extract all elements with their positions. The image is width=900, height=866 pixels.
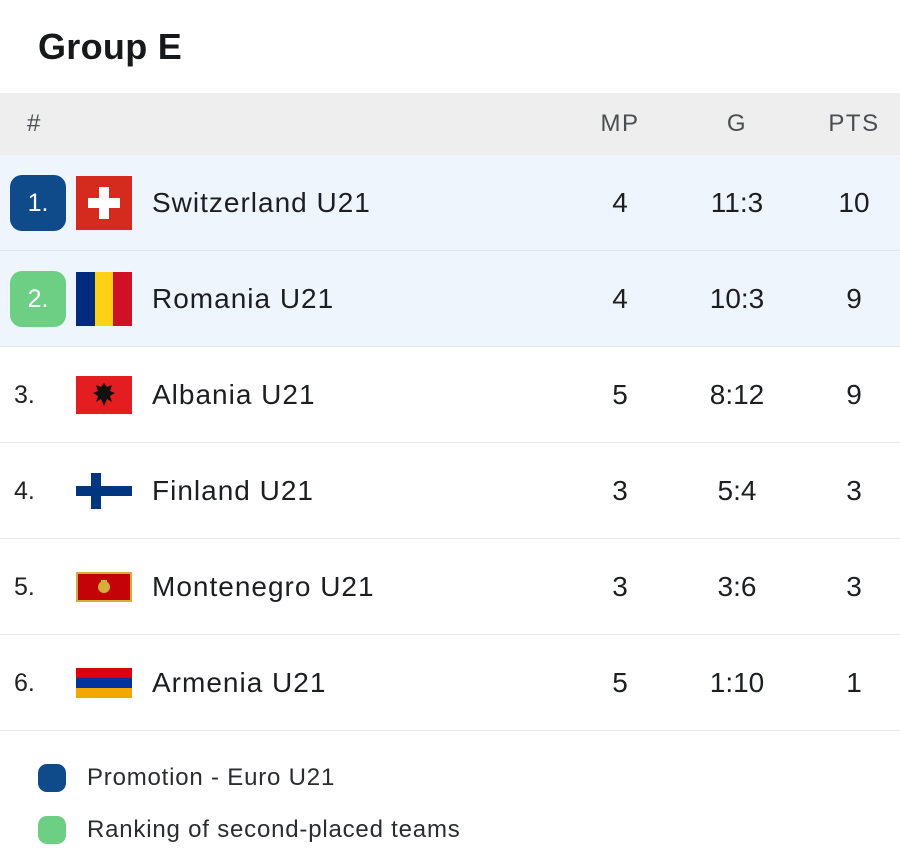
- goals: 3:6: [717, 571, 757, 602]
- team-name[interactable]: Albania U21: [152, 379, 316, 410]
- header-matches-played[interactable]: MP: [600, 110, 640, 137]
- matches-played: 4: [612, 283, 628, 314]
- rank-number: 3.: [14, 381, 35, 409]
- legend-label: Promotion - Euro U21: [87, 764, 336, 791]
- matches-played: 3: [612, 475, 628, 506]
- rank-number: 4.: [14, 477, 35, 505]
- table-row[interactable]: 2. Romania U21 4 10:3 9: [0, 251, 900, 347]
- points: 9: [846, 283, 862, 314]
- table-row[interactable]: 6. Armenia U21 5 1:10 1: [0, 635, 900, 731]
- table-row[interactable]: 1. Switzerland U21 4 11:3 10: [0, 155, 900, 251]
- header-rank: #: [27, 110, 41, 137]
- table-row[interactable]: 4. Finland U21 3 5:4 3: [0, 443, 900, 539]
- header-goals[interactable]: G: [726, 110, 748, 137]
- goals: 1:10: [709, 667, 765, 698]
- team-name[interactable]: Romania U21: [152, 283, 335, 314]
- table-header: # MP G PTS: [0, 93, 900, 155]
- goals: 8:12: [709, 379, 765, 410]
- points: 3: [846, 475, 862, 506]
- points: 1: [846, 667, 862, 698]
- rank-number: 5.: [14, 573, 35, 601]
- standings-table: 1. Switzerland U21 4 11:3 10 2. Romania …: [0, 155, 900, 731]
- rank-badge: 2.: [10, 271, 66, 327]
- matches-played: 3: [612, 571, 628, 602]
- switzerland-flag-icon: [76, 176, 132, 230]
- romania-flag-icon: [76, 272, 132, 326]
- goals: 5:4: [717, 475, 757, 506]
- armenia-flag-icon: [76, 656, 132, 710]
- page-title: Group E: [38, 26, 183, 67]
- rank-badge: 1.: [10, 175, 66, 231]
- rank-number: 6.: [14, 669, 35, 697]
- matches-played: 5: [612, 667, 628, 698]
- team-name[interactable]: Armenia U21: [152, 667, 327, 698]
- header-points[interactable]: PTS: [828, 110, 880, 137]
- points: 3: [846, 571, 862, 602]
- goals: 10:3: [709, 283, 765, 314]
- team-name[interactable]: Finland U21: [152, 475, 314, 506]
- legend-label: Ranking of second-placed teams: [87, 816, 461, 843]
- matches-played: 5: [612, 379, 628, 410]
- finland-flag-icon: [76, 464, 132, 518]
- montenegro-flag-icon: [76, 560, 132, 614]
- matches-played: 4: [612, 187, 628, 218]
- table-row[interactable]: 5. Montenegro U21 3 3:6 3: [0, 539, 900, 635]
- points: 10: [838, 187, 870, 218]
- table-row[interactable]: 3. Albania U21 5 8:12 9: [0, 347, 900, 443]
- points: 9: [846, 379, 862, 410]
- promotion-color-dot: [38, 764, 66, 792]
- albania-flag-icon: [76, 368, 132, 422]
- team-name[interactable]: Switzerland U21: [152, 187, 371, 218]
- goals: 11:3: [710, 187, 764, 218]
- team-name[interactable]: Montenegro U21: [152, 571, 375, 602]
- second-placed-color-dot: [38, 816, 66, 844]
